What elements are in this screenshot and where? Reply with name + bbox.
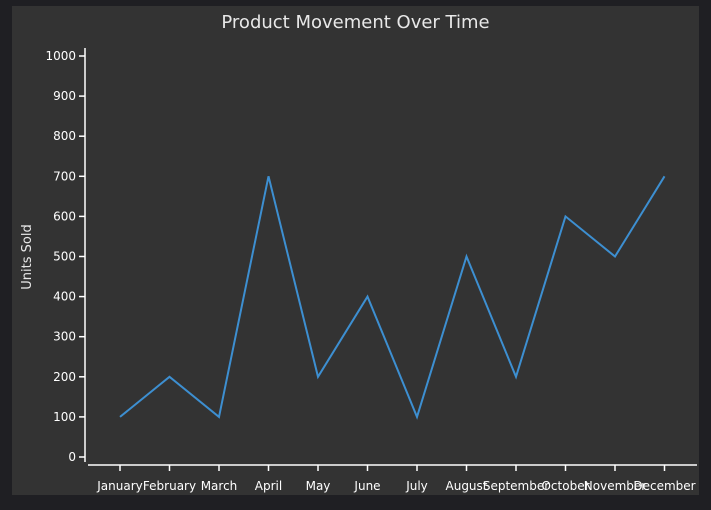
chart-panel [12, 6, 699, 495]
y-tick-label: 900 [53, 89, 76, 103]
x-tick-label: February [143, 479, 196, 493]
y-tick-label: 600 [53, 209, 76, 223]
x-tick-label: December [633, 479, 695, 493]
y-axis: 0 100 200 300 400 500 600 700 800 900 1000 [45, 48, 86, 464]
y-tick-label: 400 [53, 290, 76, 304]
y-tick-label: 0 [68, 450, 76, 464]
x-axis: January February March April May June July Augu… [88, 464, 697, 493]
y-tick-label: 1000 [45, 49, 76, 63]
y-axis-title: Units Sold [20, 224, 35, 289]
y-tick-label: 800 [53, 129, 76, 143]
x-tick-label: November [584, 479, 646, 493]
x-tick-label: January [96, 479, 143, 493]
x-tick-label: July [405, 479, 428, 493]
x-tick-label: August [446, 479, 488, 493]
x-tick-label: May [306, 479, 331, 493]
y-tick-label: 700 [53, 169, 76, 183]
y-tick-label: 100 [53, 410, 76, 424]
x-tick-label: June [353, 479, 380, 493]
series-layer [119, 175, 666, 420]
x-tick-label: October [541, 479, 589, 493]
y-tick-label: 500 [53, 250, 76, 264]
chart-title: Product Movement Over Time [221, 12, 490, 33]
x-tick-label: April [255, 479, 282, 493]
x-tick-label: September [483, 479, 549, 493]
y-tick-label: 200 [53, 370, 76, 384]
x-tick-label: March [201, 479, 238, 493]
series-line [119, 175, 666, 420]
y-tick-label: 300 [53, 330, 76, 344]
